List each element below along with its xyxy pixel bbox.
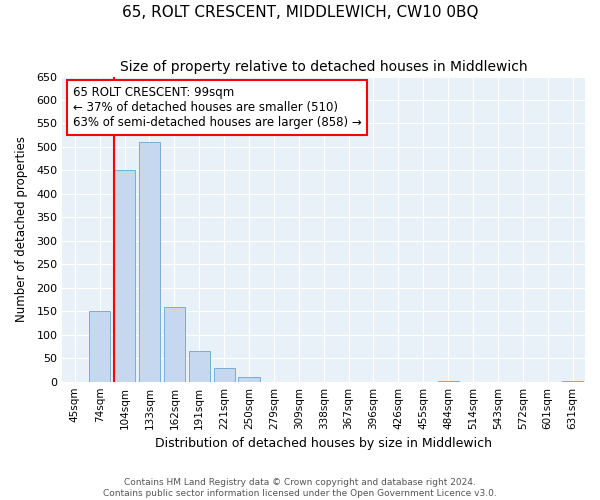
Text: 65 ROLT CRESCENT: 99sqm
← 37% of detached houses are smaller (510)
63% of semi-d: 65 ROLT CRESCENT: 99sqm ← 37% of detache… (73, 86, 362, 128)
Bar (114, 170, 135, 382)
Bar (437, 380, 458, 382)
Bar (562, 380, 583, 382)
Y-axis label: Number of detached properties: Number of detached properties (15, 136, 28, 322)
Bar (238, 377, 260, 382)
Text: Contains HM Land Registry data © Crown copyright and database right 2024.
Contai: Contains HM Land Registry data © Crown c… (103, 478, 497, 498)
Bar (164, 306, 185, 382)
Bar (188, 351, 210, 382)
Bar (139, 142, 160, 382)
Text: 65, ROLT CRESCENT, MIDDLEWICH, CW10 0BQ: 65, ROLT CRESCENT, MIDDLEWICH, CW10 0BQ (122, 5, 478, 20)
Bar (214, 368, 235, 382)
X-axis label: Distribution of detached houses by size in Middlewich: Distribution of detached houses by size … (155, 437, 492, 450)
Title: Size of property relative to detached houses in Middlewich: Size of property relative to detached ho… (120, 60, 527, 74)
Bar (89, 312, 110, 382)
